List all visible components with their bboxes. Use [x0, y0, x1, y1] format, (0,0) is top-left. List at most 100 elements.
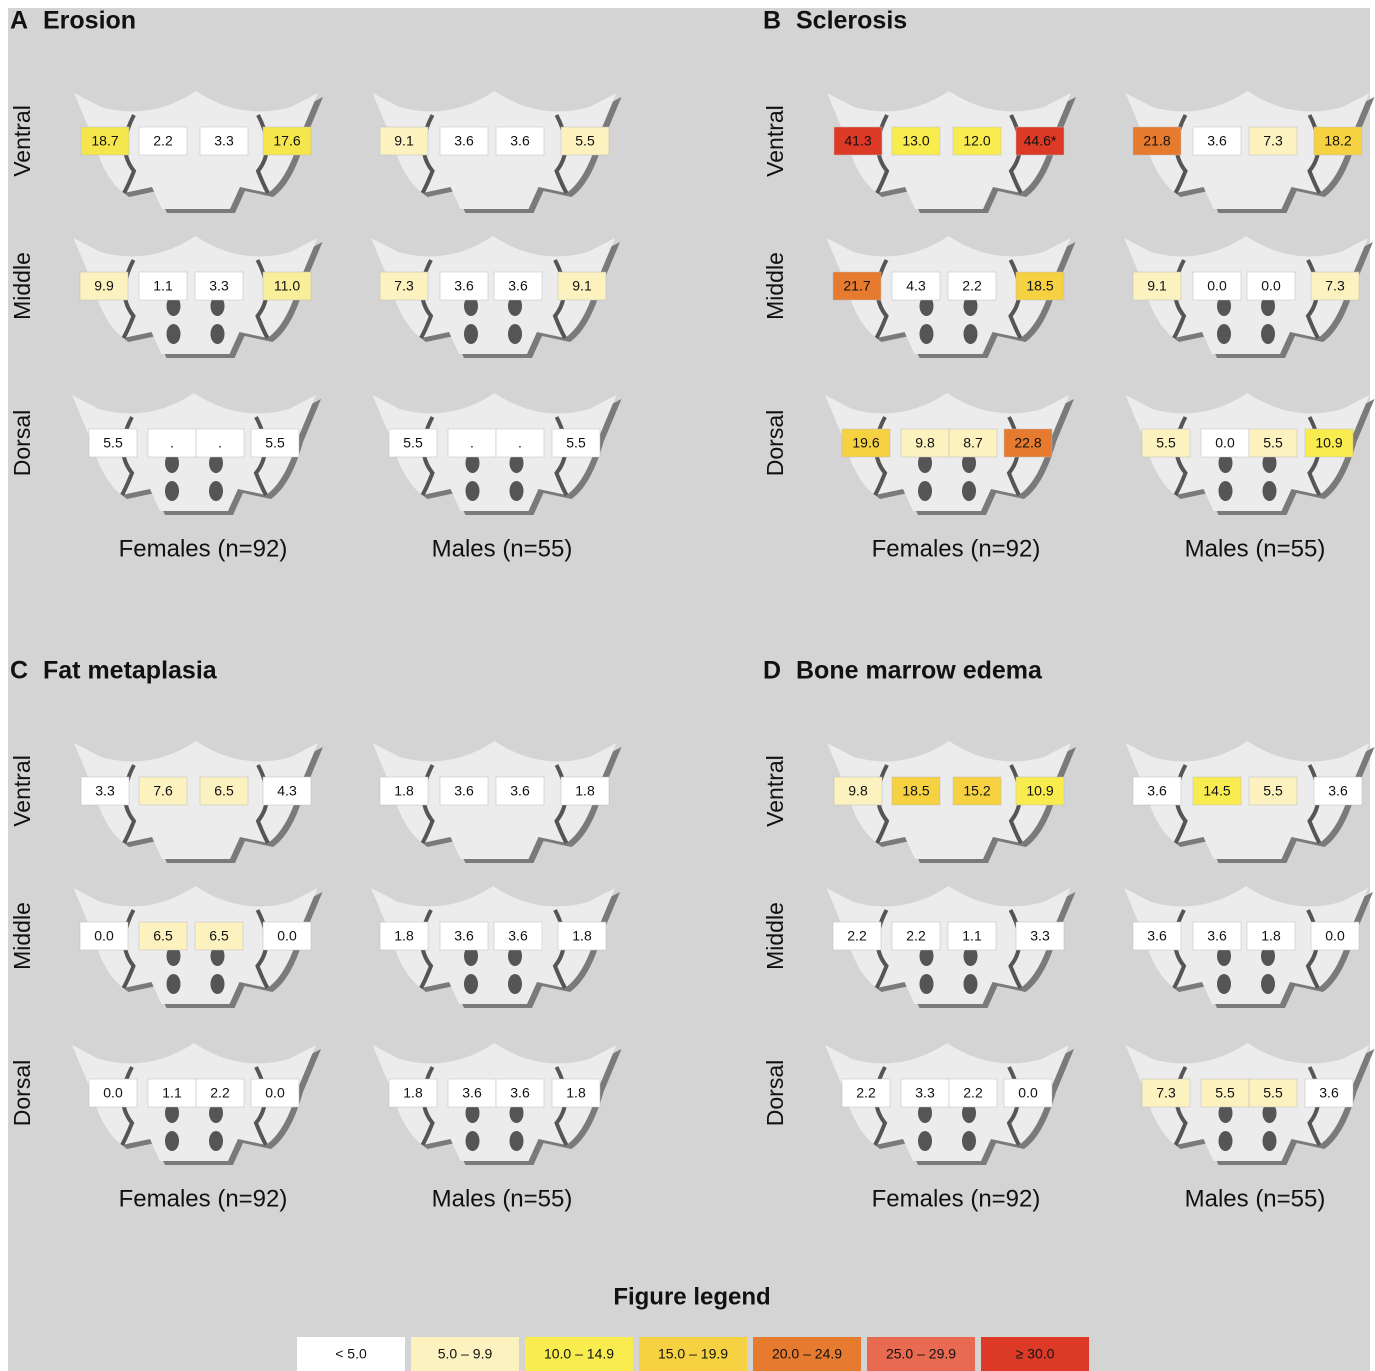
row-label: Dorsal — [762, 1060, 788, 1126]
cell-value: 0.0 — [265, 1085, 285, 1101]
cell-value: 21.7 — [843, 278, 870, 294]
cell-box — [1310, 921, 1360, 951]
sacral-foramen — [166, 946, 181, 966]
sacral-foramen — [1218, 1131, 1233, 1151]
pelvis-shape — [74, 91, 318, 209]
cell-value: 2.2 — [856, 1085, 876, 1101]
cell-value: 9.8 — [848, 783, 868, 799]
sacral-foramen — [1261, 296, 1275, 316]
sacral-foramen — [509, 453, 524, 473]
cell-box — [1003, 428, 1053, 458]
cell-value: 2.2 — [906, 928, 926, 944]
legend-label: < 5.0 — [335, 1346, 367, 1362]
cell-value: 0.0 — [1018, 1085, 1038, 1101]
legend-label: 10.0 – 14.9 — [544, 1346, 614, 1362]
legend-label: ≥ 30.0 — [1016, 1346, 1055, 1362]
cell-box — [832, 271, 882, 301]
cell-box — [379, 776, 429, 806]
sacral-foramen — [209, 1103, 223, 1123]
sacral-foramen — [918, 453, 932, 473]
sacral-foramen — [209, 1131, 223, 1151]
sacral-foramen — [508, 974, 522, 994]
cell-value: 3.3 — [95, 783, 115, 799]
cell-value: 3.6 — [454, 133, 474, 149]
legend-title: Figure legend — [613, 1283, 770, 1310]
cell-box — [1141, 1078, 1191, 1108]
cell-value: 3.6 — [1147, 928, 1167, 944]
cell-box — [250, 1078, 300, 1108]
cell-value: 3.6 — [508, 278, 528, 294]
cell-value: 7.6 — [153, 783, 173, 799]
cell-box — [1132, 776, 1182, 806]
pelvis-shape — [372, 741, 617, 859]
sacral-foramen — [166, 296, 181, 316]
group-label: Males (n=55) — [432, 535, 573, 562]
pelvis-shape — [371, 886, 615, 1004]
panel-letter: B — [763, 7, 781, 35]
sacral-foramen — [464, 974, 478, 994]
cell-box — [88, 1078, 138, 1108]
panel-letter: C — [10, 657, 28, 685]
cell-value: 3.6 — [462, 1085, 482, 1101]
panel-letter: D — [763, 657, 781, 685]
cell-box — [195, 428, 245, 458]
sacral-foramen — [962, 1103, 976, 1123]
cell-value: 5.5 — [566, 435, 586, 451]
legend-swatch — [753, 1337, 861, 1371]
cell-box — [891, 271, 941, 301]
panel-title: Erosion — [43, 7, 136, 35]
sacral-foramen — [210, 974, 225, 994]
cell-box — [138, 921, 188, 951]
cell-value: 17.6 — [273, 133, 300, 149]
sacral-foramen — [464, 296, 478, 316]
cell-value: 1.1 — [962, 928, 982, 944]
cell-box — [495, 428, 545, 458]
cell-box — [1304, 1078, 1354, 1108]
pelvis-shape — [1124, 886, 1368, 1004]
cell-value: 10.9 — [1026, 783, 1053, 799]
cell-box — [1246, 271, 1296, 301]
cell-box — [79, 271, 129, 301]
sacral-foramen — [919, 324, 934, 344]
cell-value: 3.6 — [454, 783, 474, 799]
cell-value: 0.0 — [1325, 928, 1345, 944]
sacral-foramen — [963, 946, 978, 966]
legend-label: 20.0 – 24.9 — [772, 1346, 842, 1362]
cell-value: 2.2 — [847, 928, 867, 944]
cell-box — [439, 271, 489, 301]
cell-box — [900, 1078, 950, 1108]
pelvis-shape — [1125, 91, 1370, 209]
cell-box — [138, 271, 188, 301]
cell-box — [1192, 776, 1242, 806]
cell-value: 9.1 — [394, 133, 414, 149]
cell-value: 9.9 — [94, 278, 114, 294]
group-label: Females (n=92) — [872, 1185, 1041, 1212]
panel-title: Sclerosis — [796, 7, 907, 35]
group-label: Females (n=92) — [119, 535, 288, 562]
cell-box — [439, 921, 489, 951]
cell-box — [832, 921, 882, 951]
cell-box — [493, 921, 543, 951]
cell-box — [1192, 126, 1242, 156]
cell-value: 7.3 — [1325, 278, 1345, 294]
cell-value: 2.2 — [962, 278, 982, 294]
sacral-foramen — [465, 453, 480, 473]
legend-swatch — [981, 1337, 1089, 1371]
sacral-foramen — [165, 1131, 179, 1151]
panel-title: Fat metaplasia — [43, 657, 218, 685]
sacral-foramen — [166, 974, 181, 994]
pelvis-shape — [1124, 236, 1368, 354]
cell-box — [1248, 1078, 1298, 1108]
cell-value: 9.8 — [915, 435, 935, 451]
group-label: Males (n=55) — [1185, 1185, 1326, 1212]
cell-value: 6.5 — [214, 783, 234, 799]
cell-box — [833, 776, 883, 806]
sacral-foramen — [1261, 324, 1275, 344]
cell-box — [1310, 271, 1360, 301]
cell-value: 0.0 — [1215, 435, 1235, 451]
sacral-foramen — [209, 481, 223, 501]
cell-value: 2.2 — [210, 1085, 230, 1101]
row-label: Dorsal — [9, 1060, 35, 1126]
cell-box — [1132, 271, 1182, 301]
